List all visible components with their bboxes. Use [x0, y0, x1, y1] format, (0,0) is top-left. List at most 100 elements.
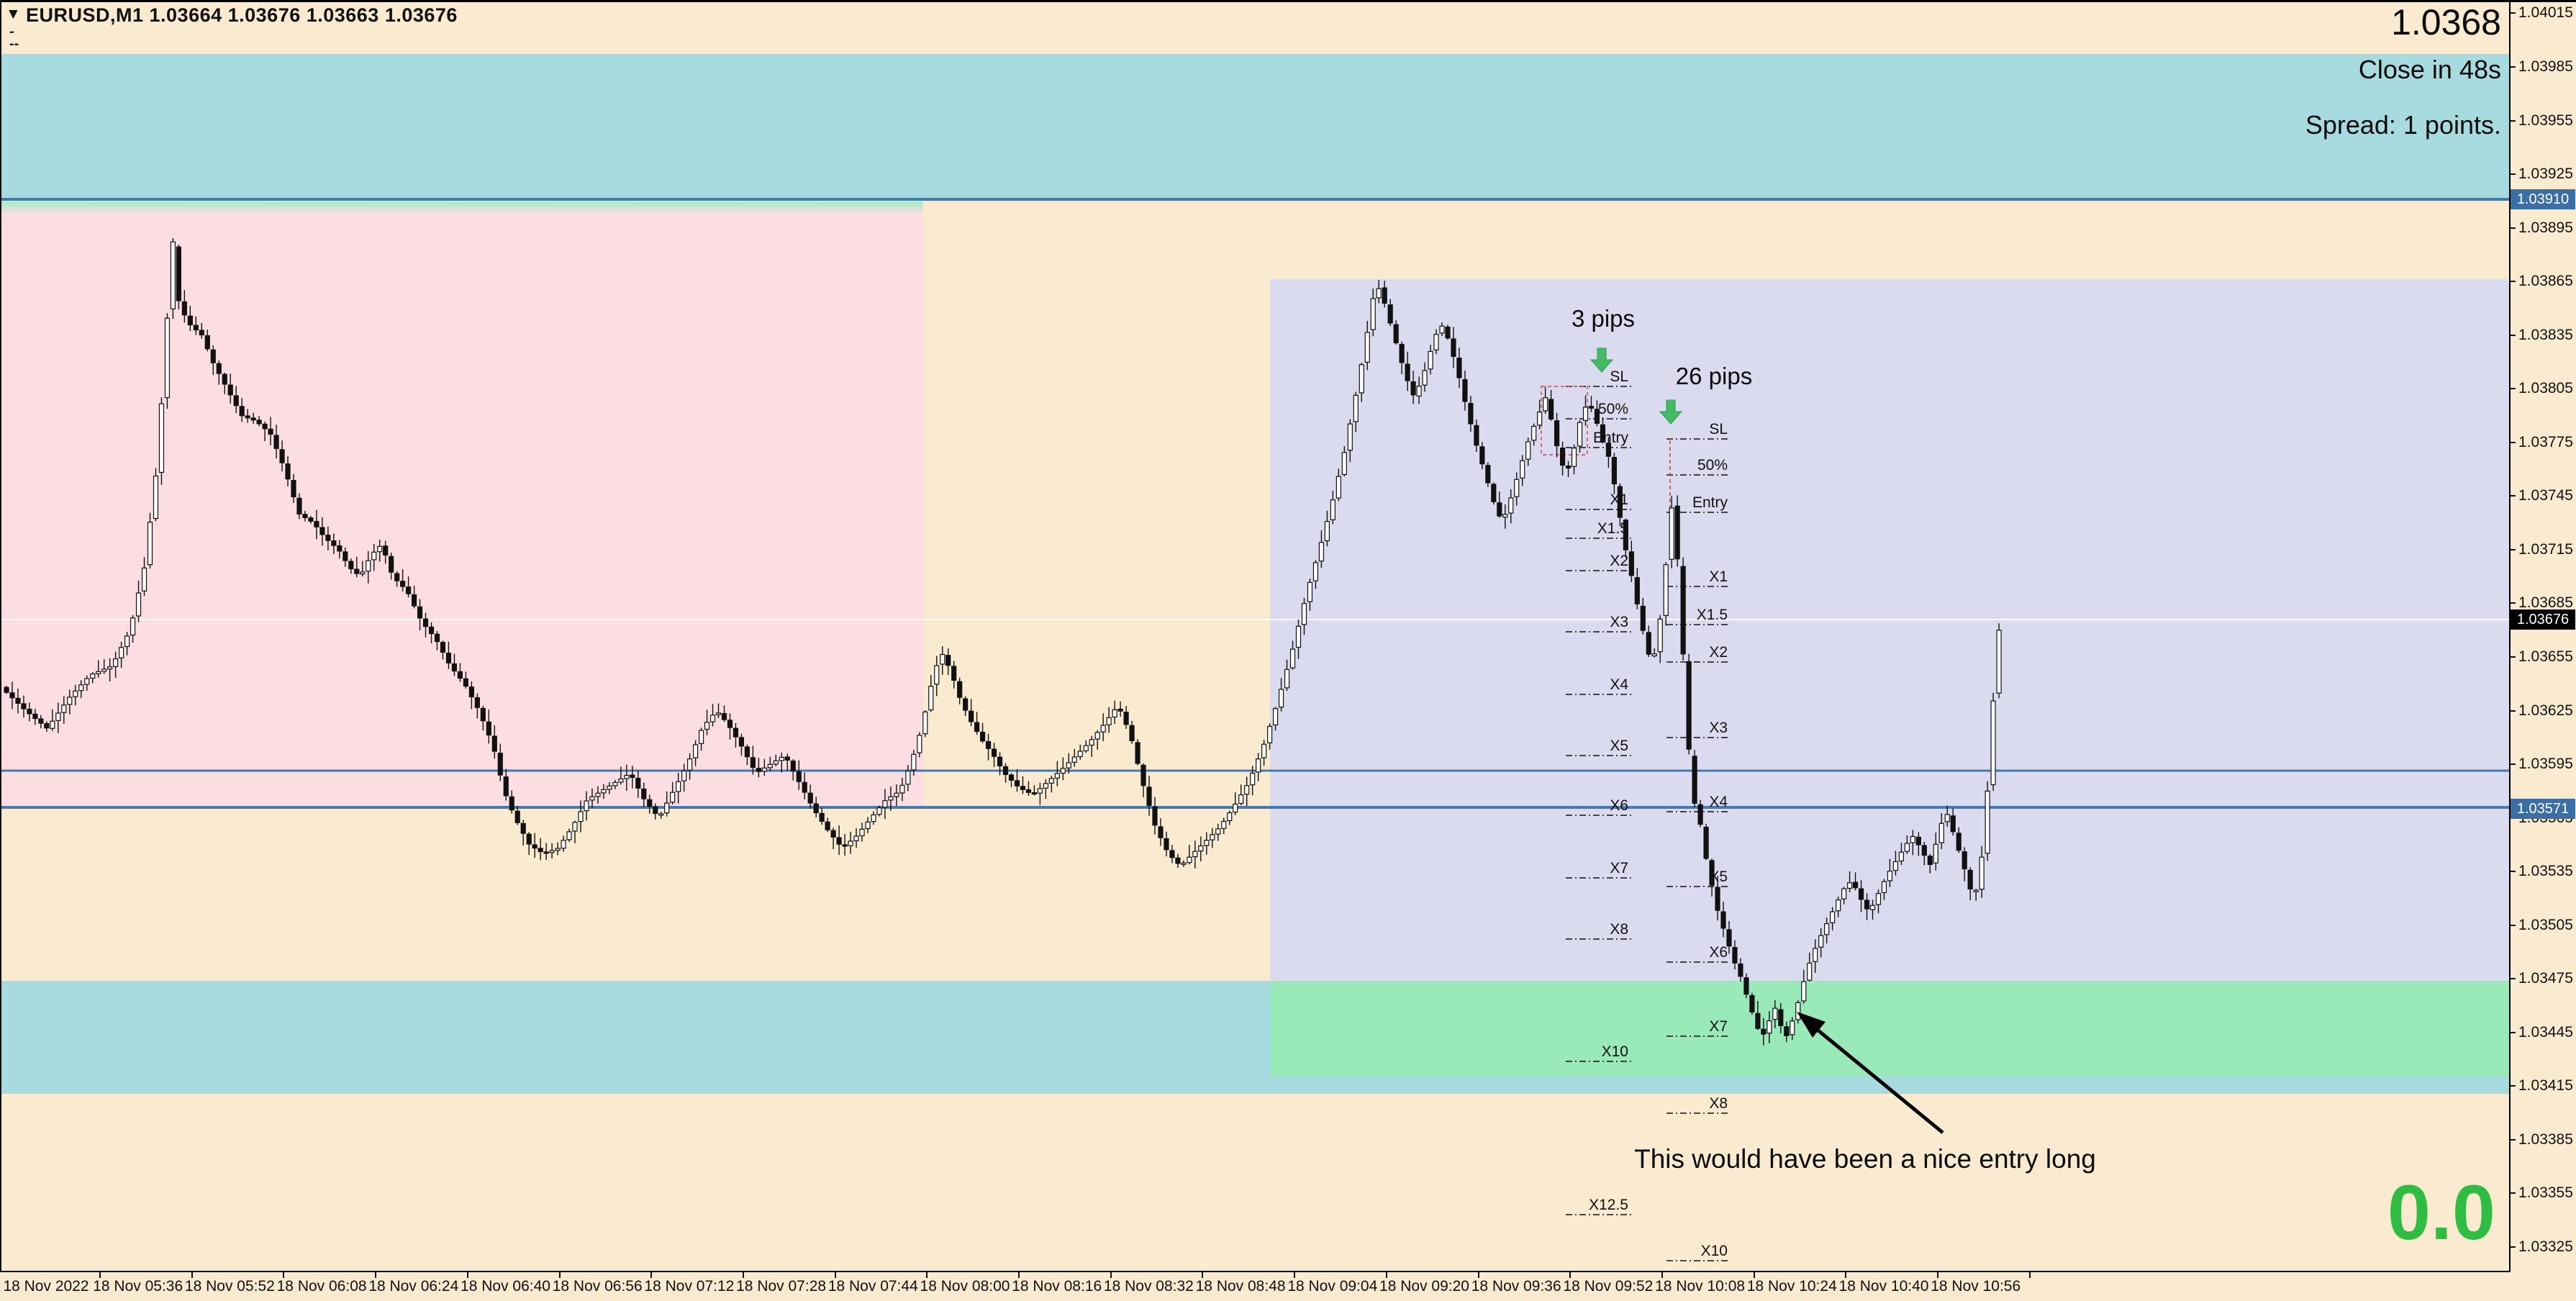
time-axis-label: 18 Nov 09:04	[1287, 1278, 1378, 1295]
time-axis-tick	[466, 1272, 468, 1278]
indicator-value-2: --	[9, 36, 19, 52]
time-axis-tick	[283, 1272, 285, 1278]
time-axis-tick	[1385, 1272, 1387, 1278]
price-axis-tick	[2510, 495, 2516, 497]
time-axis-tick	[834, 1272, 836, 1278]
price-axis-tick	[2510, 388, 2516, 390]
resistance-1.03910[interactable]	[0, 198, 2509, 201]
level-label-x1: X1	[1709, 568, 1728, 585]
level-label-x6: X6	[1709, 944, 1728, 961]
time-axis-separator[interactable]	[0, 1271, 2511, 1272]
green-down-arrow-icon[interactable]	[1659, 399, 1683, 425]
price-axis-label: 1.03925	[2518, 166, 2573, 183]
level-label-x3: X3	[1610, 614, 1628, 630]
level-label-x4: X4	[1610, 676, 1628, 693]
green-zone	[1270, 981, 2509, 1076]
line-price-tag: 1.03910	[2511, 189, 2575, 209]
price-axis-label: 1.03895	[2518, 219, 2573, 236]
symbol-dropdown-caret[interactable]: ▼	[6, 6, 21, 22]
time-axis-tick	[99, 1272, 101, 1278]
price-axis-label: 1.03385	[2518, 1130, 2573, 1148]
price-axis-label: 1.03685	[2518, 594, 2573, 612]
indicator-value-1: -	[9, 24, 14, 40]
price-axis-label: 1.03625	[2518, 702, 2573, 719]
time-axis-tick	[1569, 1272, 1572, 1278]
support-1.03571[interactable]	[0, 806, 2509, 809]
tool2-pips-label: 26 pips	[1675, 363, 1753, 389]
level-label-sl: SL	[1709, 421, 1728, 438]
time-axis-tick	[1753, 1272, 1755, 1278]
time-axis-tick	[650, 1272, 653, 1278]
spread-info: Spread: 1 points.	[2305, 110, 2501, 140]
price-axis-label: 1.03805	[2518, 380, 2573, 397]
time-axis-label: 18 Nov 2022	[3, 1278, 89, 1295]
time-axis-label: 18 Nov 06:08	[276, 1278, 367, 1295]
price-axis-label: 1.03835	[2518, 326, 2573, 343]
time-axis-label: 18 Nov 09:36	[1471, 1278, 1561, 1295]
price-axis-label: 1.04015	[2518, 4, 2573, 22]
price-axis-tick	[2510, 334, 2516, 336]
level-label-sl: SL	[1610, 368, 1628, 385]
time-axis-label: 18 Nov 07:12	[644, 1278, 735, 1295]
price-axis-label: 1.03445	[2518, 1023, 2573, 1041]
candle-close-countdown: Close in 48s	[2358, 55, 2501, 84]
green-down-arrow-icon[interactable]	[1589, 348, 1614, 373]
price-axis-tick	[2510, 924, 2516, 926]
level-label-50pct: 50%	[1697, 457, 1728, 473]
candlesticks	[4, 237, 2002, 1046]
price-axis-tick	[2510, 763, 2516, 766]
price-axis-label: 1.03475	[2518, 970, 2573, 987]
top-border	[0, 0, 2576, 2]
time-axis-label: 18 Nov 06:24	[368, 1278, 459, 1295]
annotation-arrow[interactable]	[1797, 1012, 1944, 1134]
price-axis-label: 1.03505	[2518, 916, 2573, 933]
level-label-x1.5: X1.5	[1697, 607, 1728, 623]
price-axis-label: 1.03715	[2518, 540, 2573, 558]
time-axis-tick	[926, 1272, 928, 1278]
time-axis-tick	[1845, 1272, 1847, 1278]
price-axis-label: 1.03535	[2518, 863, 2573, 880]
time-axis-tick	[1661, 1272, 1663, 1278]
price-axis-tick	[2510, 1031, 2516, 1033]
current-price-tag: 1.03676	[2511, 609, 2575, 630]
annotation-text: This would have been a nice entry long	[1634, 1144, 2096, 1174]
level-label-x1.5: X1.5	[1597, 520, 1628, 537]
level-label-x12.5: X12.5	[1589, 1197, 1628, 1213]
level-label-x2: X2	[1709, 644, 1728, 661]
time-axis-label: 18 Nov 10:40	[1838, 1278, 1929, 1295]
profit-counter: 0.0	[2387, 1169, 2495, 1256]
price-axis-tick	[2510, 1085, 2516, 1087]
level-label-x6: X6	[1610, 797, 1628, 814]
current-price-line	[0, 619, 2509, 620]
price-axis-tick	[2510, 602, 2516, 604]
price-axis-tick	[2510, 227, 2516, 229]
time-axis-tick	[375, 1272, 377, 1278]
line-price-tag: 1.03571	[2511, 799, 2575, 819]
price-axis-separator[interactable]	[2509, 0, 2511, 1271]
time-axis-tick	[1937, 1272, 1938, 1278]
price-axis-label: 1.03595	[2518, 756, 2573, 773]
price-axis-tick	[2510, 1246, 2516, 1248]
price-axis-label: 1.03325	[2518, 1238, 2573, 1255]
time-axis-label: 18 Nov 09:20	[1379, 1278, 1469, 1295]
time-axis-tick	[191, 1272, 193, 1278]
price-axis-tick	[2510, 656, 2516, 658]
mint-strip	[0, 201, 923, 214]
price-axis-tick	[2510, 548, 2516, 550]
price-axis-tick	[2510, 710, 2516, 712]
time-axis-label: 18 Nov 09:52	[1563, 1278, 1654, 1295]
time-axis-label: 18 Nov 10:08	[1655, 1278, 1746, 1295]
level-label-x7: X7	[1610, 860, 1628, 876]
price-axis-tick	[2510, 119, 2516, 122]
time-axis-label: 18 Nov 07:44	[827, 1278, 918, 1295]
time-axis-label: 18 Nov 05:52	[184, 1278, 275, 1295]
level-label-x10: X10	[1701, 1243, 1728, 1259]
symbol-ohlc-line: EURUSD,M1 1.03664 1.03676 1.03663 1.0367…	[26, 4, 458, 26]
support-upper[interactable]	[0, 769, 2509, 772]
time-axis-tick	[1202, 1272, 1204, 1278]
price-axis-tick	[2510, 281, 2516, 283]
time-axis-tick	[742, 1272, 744, 1278]
